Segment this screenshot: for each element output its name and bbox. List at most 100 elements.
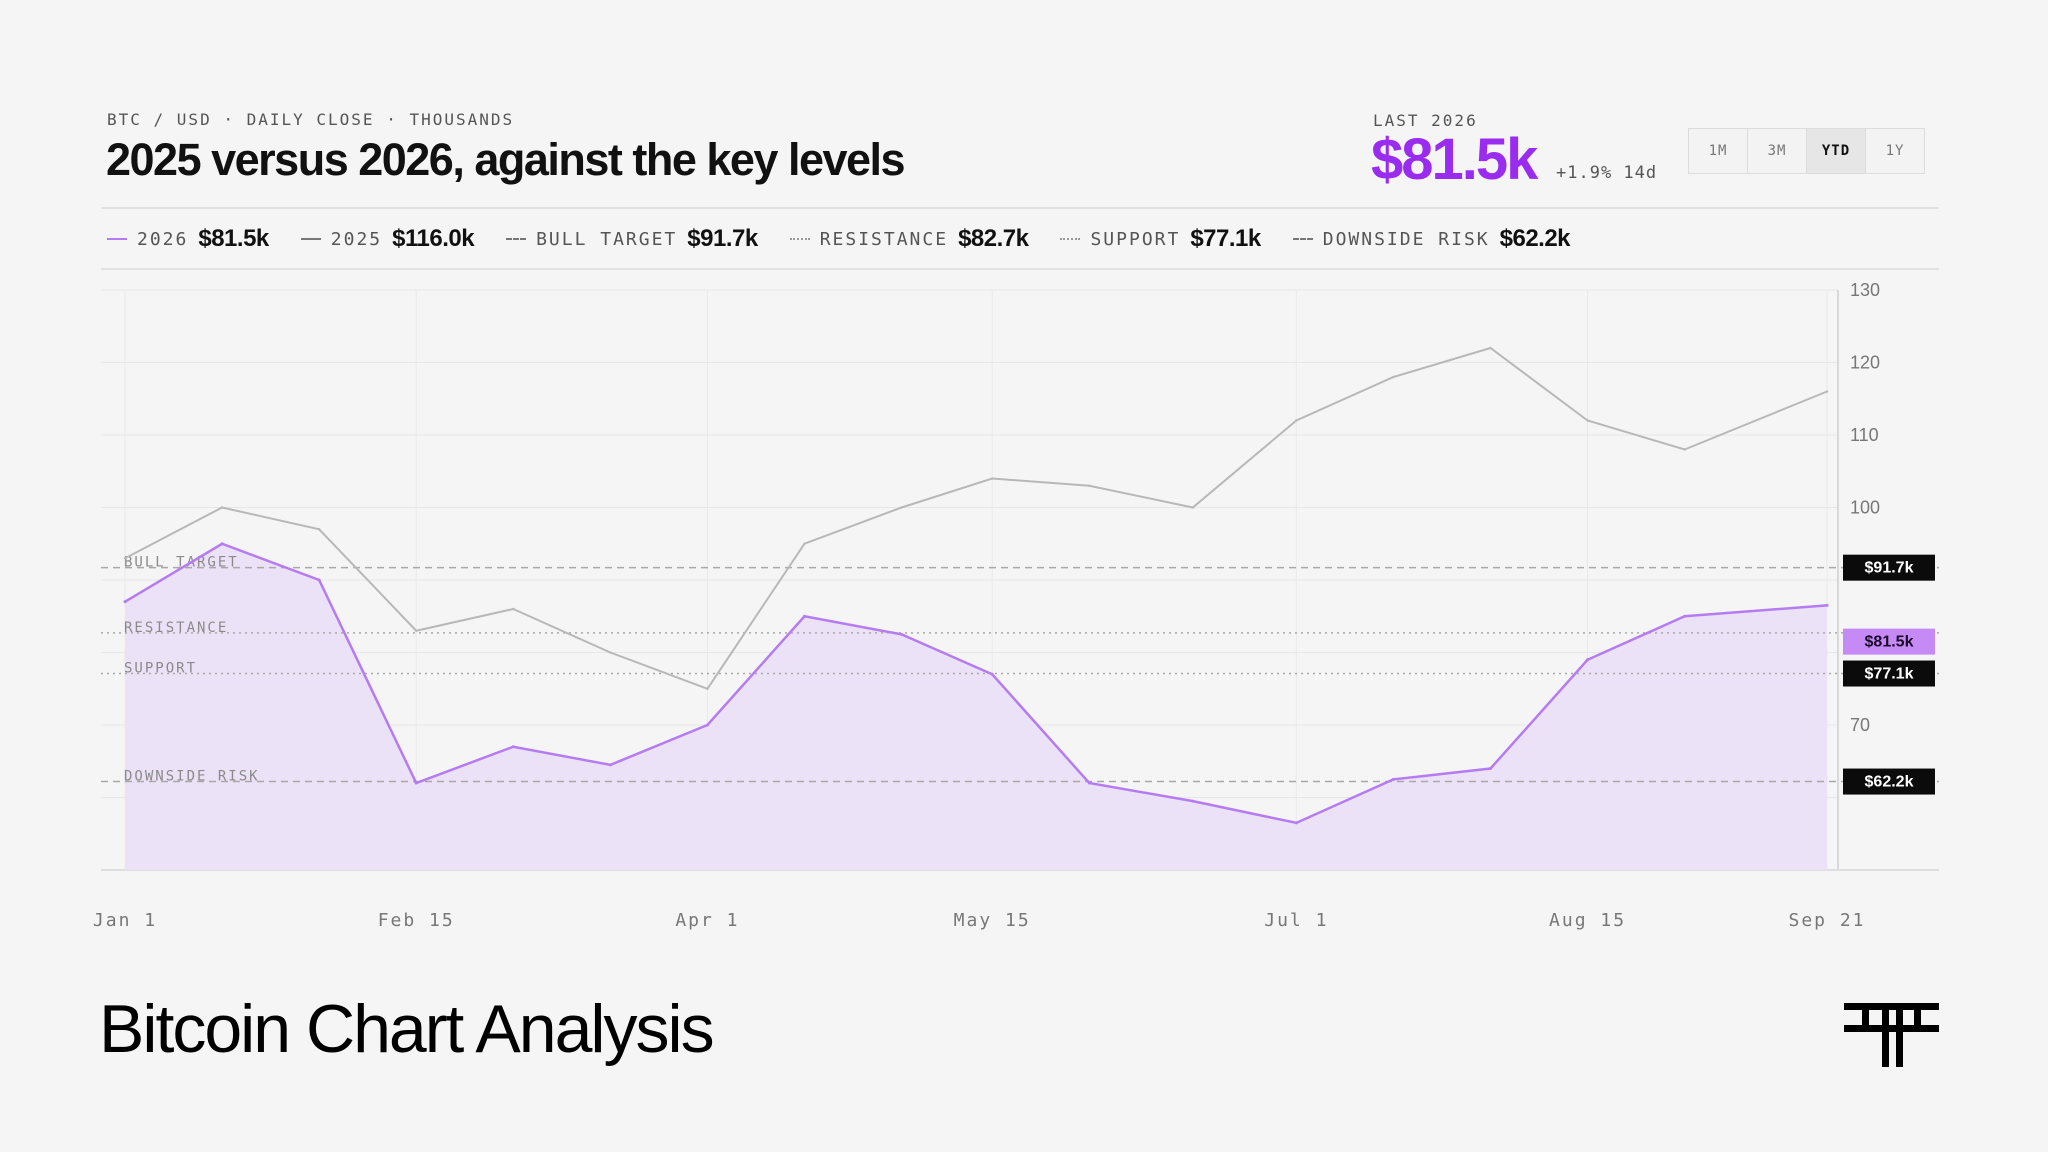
series-2025-point [220,506,224,509]
x-tick-label: May 15 [954,910,1031,931]
last-price-change: +1.9% 14d [1556,163,1658,183]
series-2026-point [803,614,807,618]
series-2026-point [608,763,612,767]
y-tick-label: 110 [1850,425,1879,445]
x-tick-label: Sep 21 [1788,910,1865,931]
series-2026-point [511,745,515,749]
series-2025-point [1683,448,1686,451]
series-2026-point [1825,603,1829,607]
legend-swatch-resistance [789,238,810,240]
series-2025-point [609,651,612,654]
series-2025-point [900,506,903,509]
level-tag-bg [1843,554,1935,581]
legend-value: $62.2k [1499,225,1571,252]
series-2025-point [1825,390,1829,393]
series-2026-point [1391,777,1395,781]
last-price-value: $81.5k [1371,127,1538,192]
legend-name: SUPPORT [1090,228,1181,250]
series-2026-point [220,542,224,546]
series-2026-point [1683,614,1687,618]
level-label: BULL TARGET [124,555,239,571]
legend-swatch-downside-risk [1292,238,1313,240]
series-2025-point [1392,375,1395,379]
level-tag: $91.7k [1865,560,1914,577]
legend-name: 2025 [330,228,383,250]
y-tick-label: 70 [1850,715,1870,735]
level-label: RESISTANCE [124,620,228,636]
y-tick-label: 130 [1850,280,1880,300]
series-2025-point [512,607,515,611]
time-range-selector: 1M 3M YTD 1Y [1688,128,1925,174]
series-2026-point [900,632,904,636]
series-2026-point [990,672,994,676]
series-2025-point [1586,419,1589,422]
legend-name: DOWNSIDE RISK [1322,228,1490,250]
series-2026-point [1294,821,1298,825]
legend-item-2026[interactable]: 2026 $81.5k [107,225,269,253]
legend-divider [101,268,1939,270]
legend-value: $81.5k [198,225,269,252]
legend-swatch-2025 [300,238,321,240]
level-tag: $62.2k [1865,774,1914,791]
x-tick-label: Aug 15 [1549,910,1626,931]
brand-logo [1844,1003,1939,1067]
series-2025-point [415,629,418,632]
x-tick-label: Feb 15 [378,910,455,931]
level-tag: $77.1k [1865,666,1914,683]
last-price-tag: $81.5k [1865,634,1914,651]
range-button-1m[interactable]: 1M [1689,129,1748,173]
level-label: DOWNSIDE RISK [124,769,260,785]
chart-title: 2025 versus 2026, against the key levels [106,134,906,185]
chart-legend: 2026 $81.5k 2025 $116.0k BULL TARGET $91… [107,224,1571,254]
level-tag-bg [1843,768,1935,795]
legend-value: $116.0k [392,225,475,252]
legend-swatch-bull-target [506,238,527,240]
series-2025-line [124,346,1828,690]
legend-name: 2026 [137,228,189,250]
range-button-ytd[interactable]: YTD [1807,129,1866,173]
series-2025-point [1295,419,1298,422]
series-2026-point [705,723,709,727]
y-tick-label: 120 [1850,353,1880,373]
series-2026-point [1586,658,1590,662]
range-button-1y[interactable]: 1Y [1885,143,1905,159]
series-2025-point [803,542,806,545]
chart-eyebrow: BTC / USD · DAILY CLOSE · THOUSANDS [107,110,515,129]
range-button-3m[interactable]: 3M [1748,129,1807,173]
legend-item-bull-target[interactable]: BULL TARGET $91.7k [506,225,758,253]
series-2026-point [1191,799,1195,803]
legend-item-downside-risk[interactable]: DOWNSIDE RISK $62.2k [1292,225,1571,253]
legend-item-2025[interactable]: 2025 $116.0k [300,225,475,253]
legend-swatch-support [1060,238,1081,240]
series-2026-point [1488,767,1492,770]
legend-value: $91.7k [687,225,758,252]
last-price-label: LAST 2026 [1373,111,1478,130]
series-2026-point [1087,781,1091,785]
x-tick-label: Jul 1 [1264,910,1328,931]
series-2025-point [317,528,321,531]
x-tick-label: Apr 1 [675,910,739,931]
legend-value: $77.1k [1190,225,1261,252]
series-2025-point [1088,484,1091,487]
series-2026-point [414,781,418,785]
legend-item-resistance[interactable]: RESISTANCE $82.7k [789,225,1029,253]
series-2025-point [1191,506,1194,509]
last-price-tag-bg [1843,628,1935,655]
legend-name: BULL TARGET [536,228,678,250]
series-2026-point [317,578,321,582]
legend-item-support[interactable]: SUPPORT $77.1k [1060,225,1261,253]
series-2025-point [990,477,994,480]
series-2026-area [125,543,1827,870]
legend-value: $82.7k [958,225,1029,252]
series-2025-point [706,687,709,690]
legend-name: RESISTANCE [819,228,949,250]
level-label: SUPPORT [124,661,197,677]
series-2025-point [1489,346,1492,350]
x-tick-label: Jan 1 [93,910,157,931]
series-2026-line [124,542,1828,825]
level-tag-bg [1843,660,1935,687]
series-2026-point [123,600,127,604]
legend-swatch-2026 [107,238,127,240]
series-2025-point [123,557,127,560]
price-chart[interactable]: BULL TARGET RESISTANCE SUPPORT DOWNSIDE RIS… [0,0,2048,960]
